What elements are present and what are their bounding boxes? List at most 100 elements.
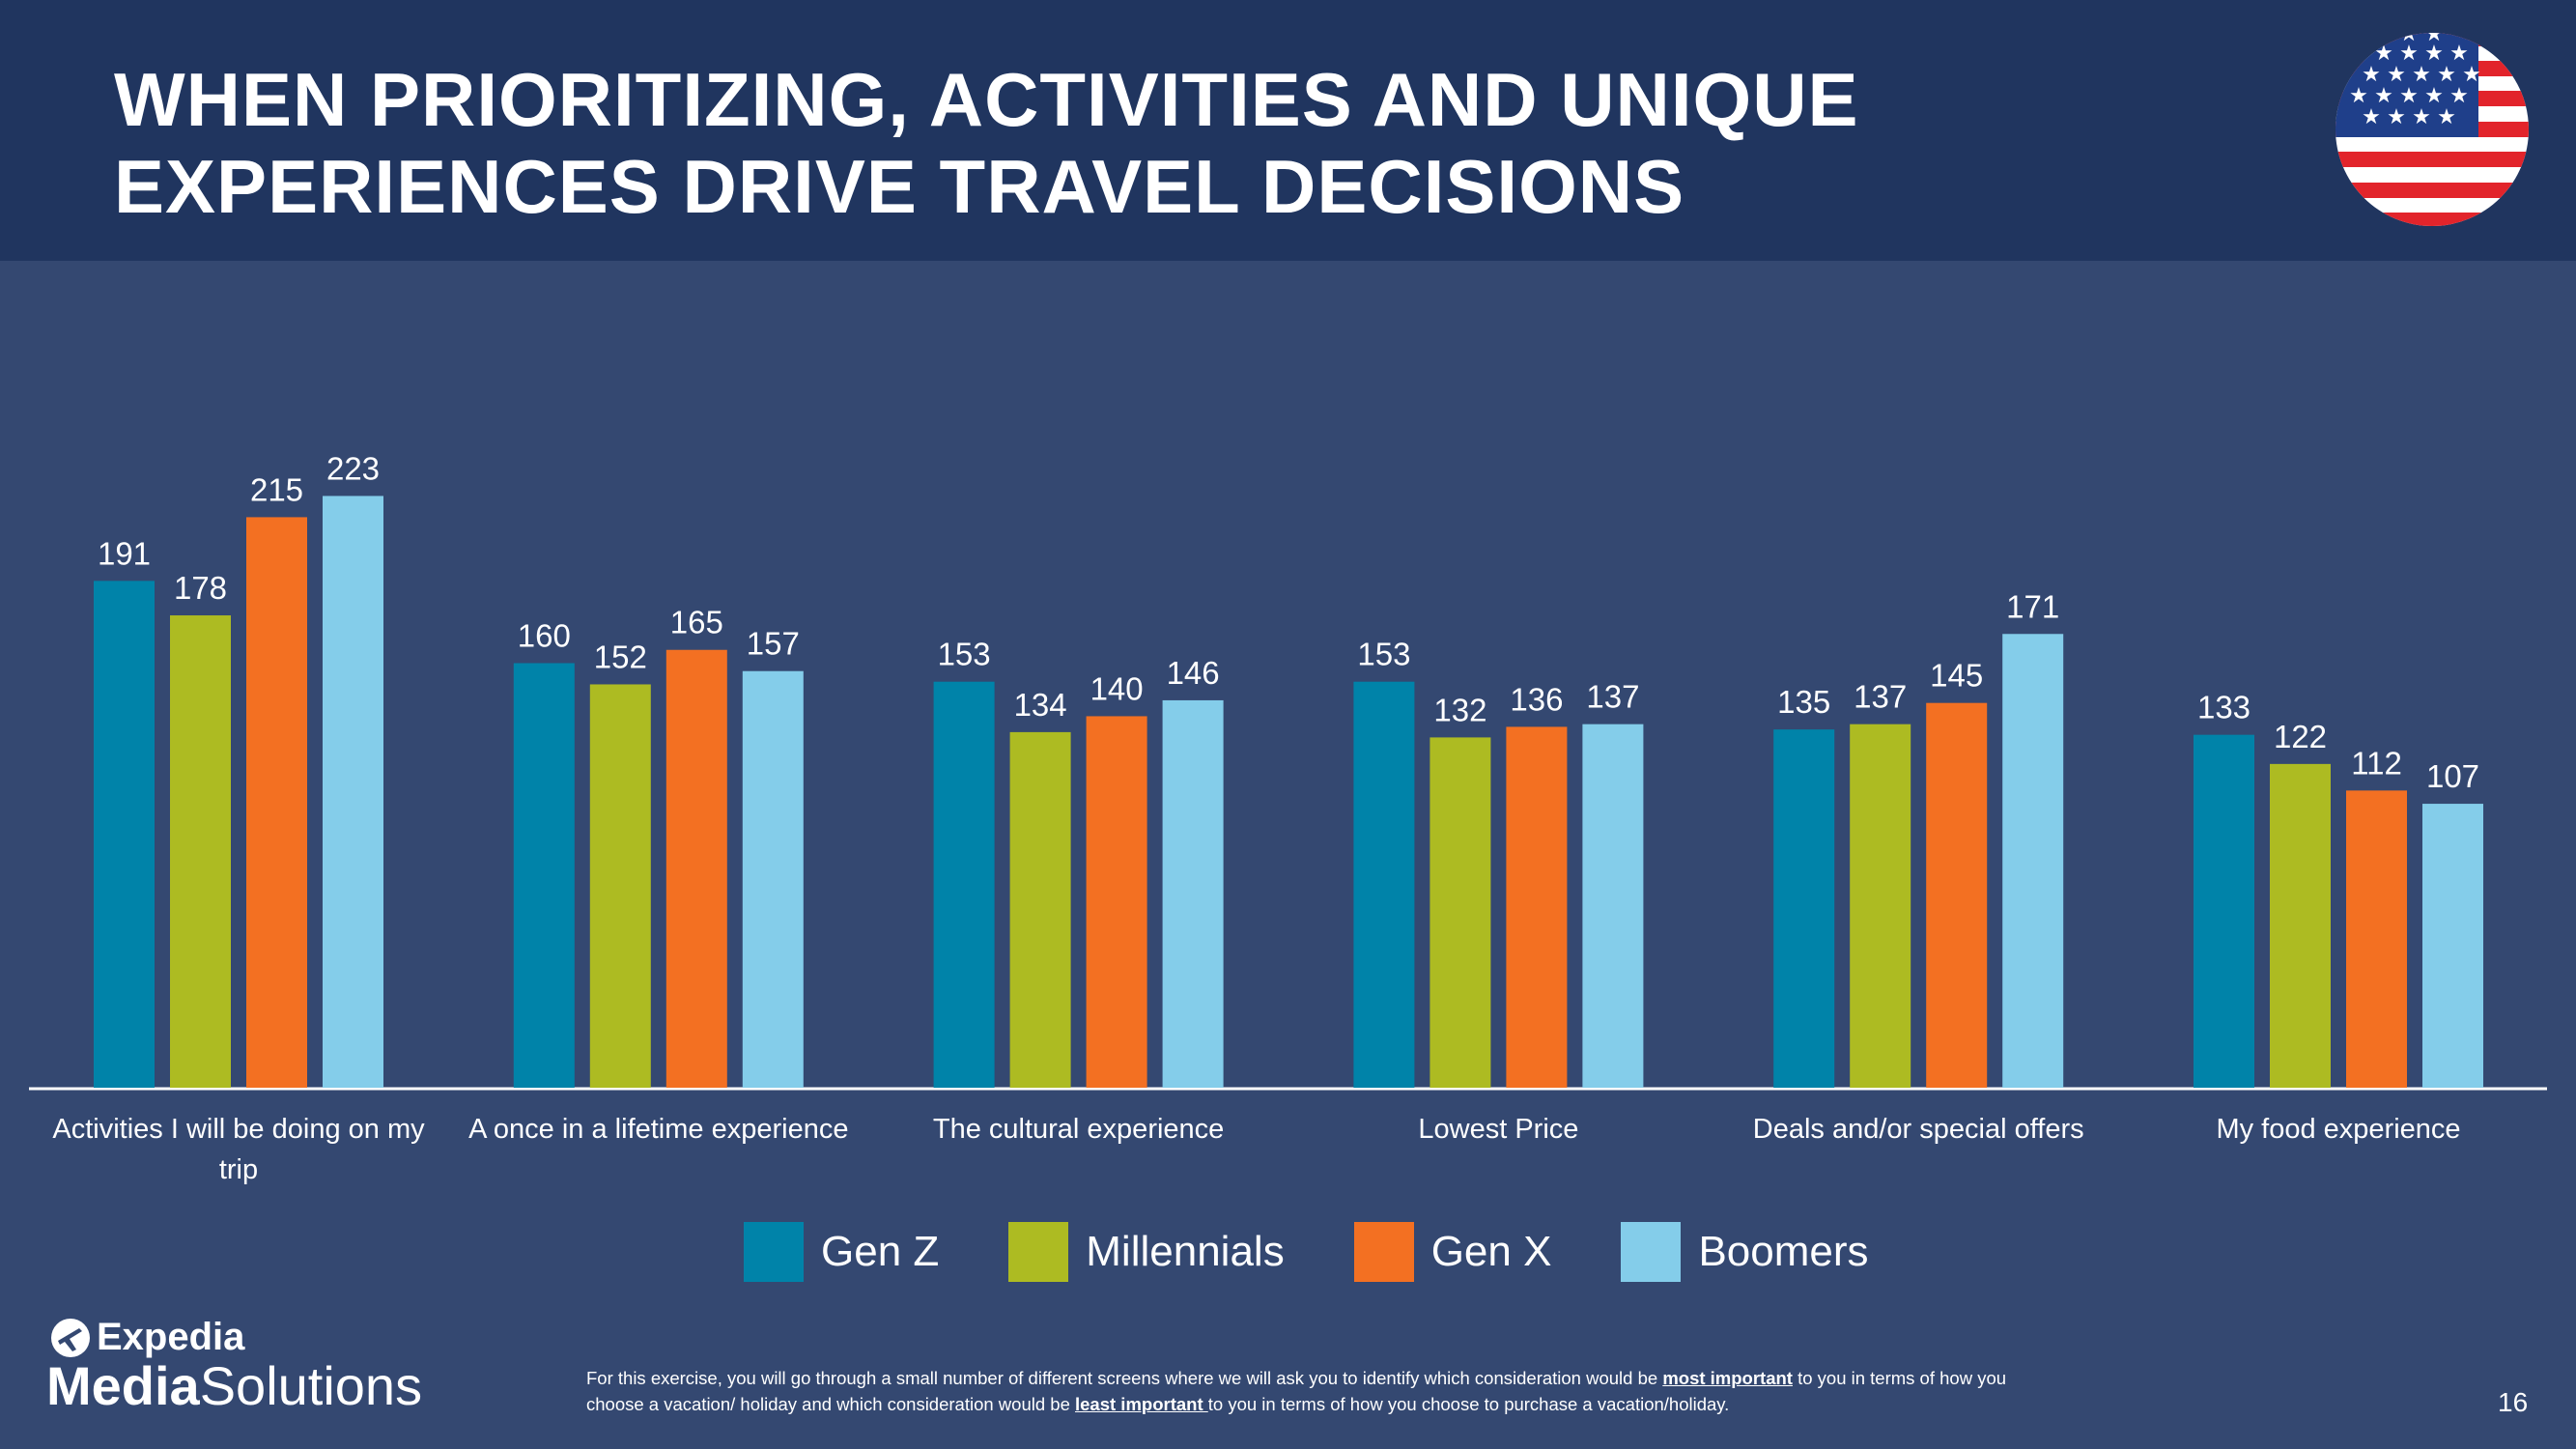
bar-millennials-4 [1850,724,1911,1088]
category-label-4: Deals and/or special offers [1753,1114,2084,1145]
footnote-emphasis-least-important: least important [1075,1394,1208,1414]
expedia-plane-icon [51,1318,90,1357]
data-label-gen-z-0: 191 [98,535,151,571]
svg-text:★: ★ [2437,63,2456,87]
bar-gen-x-1 [665,649,727,1088]
category-label-0-line-2: trip [219,1154,258,1185]
data-label-boomers-1: 157 [747,626,800,662]
footnote-text-1: For this exercise, you will go through a… [586,1368,1663,1388]
svg-text:★: ★ [2387,63,2406,87]
svg-text:★: ★ [2387,105,2406,129]
bar-millennials-2 [1009,731,1071,1088]
legend-swatch-gen-z [744,1222,804,1282]
data-label-millennials-2: 134 [1014,687,1067,723]
bar-boomers-3 [1582,724,1644,1088]
svg-text:★: ★ [2362,63,2381,87]
data-label-boomers-4: 171 [2006,588,2059,624]
page-title: WHEN PRIORITIZING, ACTIVITIES AND UNIQUE… [114,56,1949,230]
svg-text:★: ★ [2399,42,2419,66]
bar-gen-z-4 [1773,729,1835,1088]
data-label-boomers-5: 107 [2426,758,2479,794]
svg-text:★: ★ [2374,84,2393,108]
legend-label-millennials: Millennials [1086,1228,1285,1275]
legend-label-gen-x: Gen X [1430,1228,1552,1275]
bar-chart: 191 178 215 223 Activities I will be doing o… [29,450,2547,1185]
legend-item-gen-x: Gen X [1353,1222,1552,1282]
us-flag-icon: ★ ★ ★ ★ ★ ★ ★ ★ ★ ★ ★ ★ ★ ★ ★ ★ ★ ★ ★ ★ [2335,31,2529,226]
bar-millennials-1 [589,684,651,1088]
bar-millennials-3 [1430,737,1491,1088]
data-label-gen-x-4: 145 [1930,658,1983,694]
bar-gen-z-2 [933,681,995,1088]
footnote-text-3: to you in terms of how you choose to pur… [1207,1394,1730,1414]
header-bar: WHEN PRIORITIZING, ACTIVITIES AND UNIQUE… [0,0,2576,261]
bar-gen-z-0 [94,581,155,1088]
bar-gen-x-4 [1926,702,1988,1088]
page-number: 16 [2498,1387,2529,1417]
title-line-1: WHEN PRIORITIZING, ACTIVITIES AND UNIQUE [114,57,1859,142]
data-label-millennials-1: 152 [594,639,647,674]
svg-text:★: ★ [2399,31,2419,46]
category-label-0: Activities I will be doing on my [52,1114,425,1145]
category-label-5: My food experience [2216,1114,2460,1145]
bar-boomers-0 [323,496,383,1088]
data-label-millennials-0: 178 [174,570,227,606]
footnote-text-2: to you in terms of how you choose a vaca… [586,1368,2007,1414]
bar-gen-z-1 [513,663,575,1088]
svg-text:★: ★ [2362,105,2381,129]
footnote-emphasis-most-important: most important [1662,1368,1793,1388]
svg-text:★: ★ [2462,63,2481,87]
legend-item-boomers: Boomers [1621,1222,1869,1282]
svg-text:★: ★ [2349,84,2368,108]
svg-text:★: ★ [2424,31,2444,46]
logo-solutions-text: Solutions [199,1355,423,1416]
bar-millennials-5 [2270,763,2331,1088]
data-label-boomers-3: 137 [1586,679,1639,715]
bar-boomers-1 [742,670,804,1088]
bar-boomers-2 [1162,699,1224,1088]
category-label-3: Lowest Price [1418,1114,1578,1145]
legend-item-gen-z: Gen Z [744,1222,939,1282]
bar-millennials-0 [170,615,231,1088]
svg-text:★: ★ [2424,84,2444,108]
data-label-millennials-5: 122 [2274,719,2327,754]
bar-boomers-4 [2002,634,2064,1088]
legend-swatch-gen-x [1353,1222,1414,1282]
title-line-2: EXPERIENCES DRIVE TRAVEL DECISIONS [114,144,1685,229]
logo-line-2: MediaSolutions [46,1357,422,1415]
data-label-gen-z-4: 135 [1777,684,1830,720]
svg-text:★: ★ [2399,84,2419,108]
data-label-gen-z-1: 160 [518,617,571,653]
bar-boomers-5 [2422,804,2483,1088]
logo-top-row: Expedia [50,1316,422,1359]
bar-gen-x-2 [1086,716,1147,1088]
data-label-gen-x-0: 215 [250,471,303,507]
data-label-gen-x-2: 140 [1090,670,1144,706]
data-label-millennials-3: 132 [1433,692,1486,727]
logo-media-text: Media [46,1355,200,1416]
bar-gen-x-3 [1506,726,1568,1088]
footnote: For this exercise, you will go through a… [586,1365,2054,1417]
data-label-gen-x-5: 112 [2351,745,2402,781]
expedia-media-solutions-logo: Expedia MediaSolutions [46,1316,422,1415]
svg-text:★: ★ [2437,105,2456,129]
data-label-gen-z-2: 153 [938,637,991,672]
category-label-1: A once in a lifetime experience [468,1114,848,1145]
logo-line-1: Expedia [97,1316,245,1358]
data-label-gen-x-3: 136 [1510,681,1563,717]
legend-swatch-millennials [1008,1222,1069,1282]
legend-swatch-boomers [1621,1222,1682,1282]
data-label-gen-z-5: 133 [2197,690,2250,725]
svg-text:★: ★ [2449,84,2469,108]
data-label-gen-x-1: 165 [670,605,723,640]
bar-gen-x-5 [2346,790,2407,1088]
legend-item-millennials: Millennials [1008,1222,1285,1282]
data-label-gen-z-3: 153 [1357,637,1410,672]
chart-legend: Gen Z Millennials Gen X Boomers [744,1222,1939,1282]
bar-gen-z-3 [1353,681,1415,1088]
legend-label-gen-z: Gen Z [821,1228,940,1275]
category-label-2: The cultural experience [933,1114,1224,1145]
svg-text:★: ★ [2412,105,2431,129]
bar-gen-x-0 [246,517,307,1088]
data-label-millennials-4: 137 [1854,679,1907,715]
